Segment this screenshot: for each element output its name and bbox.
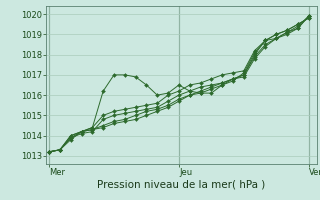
X-axis label: Pression niveau de la mer( hPa ): Pression niveau de la mer( hPa ) (98, 180, 266, 190)
